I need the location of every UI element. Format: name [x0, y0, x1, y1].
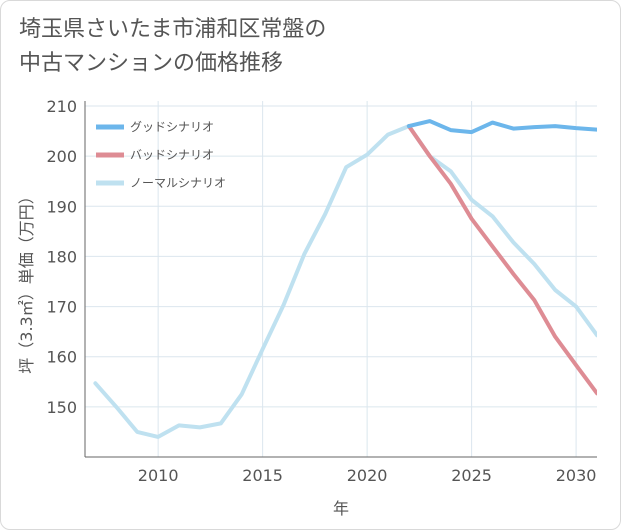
x-axis-title: 年	[333, 499, 349, 518]
legend-label-0: グッドシナリオ	[130, 120, 214, 134]
chart-title: 埼玉県さいたま市浦和区常盤の 中古マンションの価格推移	[19, 17, 327, 76]
axes: 2010 2015 2020 2025 2030 150 160 170 180 190 200 21…	[17, 97, 597, 518]
x-tick-label: 2020	[347, 466, 388, 485]
y-tick-label: 160	[46, 348, 77, 367]
series-lines	[93, 119, 597, 439]
y-tick-label: 210	[46, 97, 77, 116]
grid	[85, 101, 597, 457]
x-tick-label: 2015	[242, 466, 283, 485]
legend-label-1: バッドシナリオ	[130, 148, 214, 162]
y-tick-label: 150	[46, 398, 77, 417]
y-axis-title: 坪（3.3㎡）単価（万円）	[17, 188, 36, 373]
x-tick-label: 2010	[138, 466, 179, 485]
series-line-2	[93, 124, 597, 439]
y-tick-label: 170	[46, 298, 77, 317]
y-tick-label: 180	[46, 247, 77, 266]
series-line-0	[406, 119, 597, 135]
y-tick-label: 190	[46, 197, 77, 216]
series-line-1	[406, 124, 597, 396]
x-tick-label: 2030	[556, 466, 597, 485]
y-tick-label: 200	[46, 147, 77, 166]
legend-label-2: ノーマルシナリオ	[130, 176, 226, 190]
x-tick-label: 2025	[451, 466, 492, 485]
